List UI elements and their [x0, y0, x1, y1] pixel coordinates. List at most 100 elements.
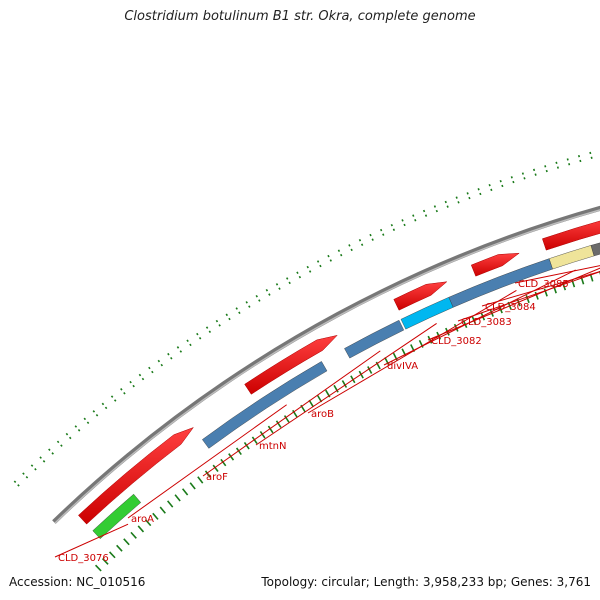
gene-leader-line: [457, 271, 600, 322]
ruler-tick: [379, 227, 385, 236]
inner-tick: [275, 420, 282, 428]
inner-tick: [525, 295, 530, 304]
inner-tick: [267, 425, 274, 434]
ruler-tick: [38, 455, 46, 463]
inner-tick: [189, 482, 196, 490]
ruler-tick: [65, 432, 72, 440]
ruler-tick: [185, 338, 192, 347]
ruler-tick: [285, 276, 291, 285]
backbone-circle: [52, 205, 600, 524]
gene-bar-divIVA: [548, 245, 595, 270]
inner-tick: [534, 291, 539, 300]
inner-tick: [259, 431, 266, 439]
ruler-tick: [255, 294, 261, 302]
ruler-tick: [510, 175, 515, 184]
ruler-tick: [306, 264, 312, 273]
inner-tick: [101, 557, 109, 565]
cds-forward-arrow: [470, 252, 520, 277]
ruler-tick: [588, 150, 593, 159]
ruler-tick: [91, 409, 99, 417]
ruler-tick: [521, 171, 526, 180]
ruler-tick: [119, 387, 126, 395]
inner-tick: [152, 512, 159, 520]
ruler-tick: [128, 380, 135, 388]
gene-label-CLD_3082: CLD_3082: [431, 336, 482, 347]
gene-label-aroF: aroF: [206, 472, 228, 483]
ruler-tick: [411, 213, 417, 222]
inner-tick: [243, 441, 250, 450]
ruler-tick: [157, 358, 164, 367]
inner-tick: [251, 436, 258, 444]
ruler-tick: [532, 167, 537, 176]
inner-tick: [159, 506, 166, 514]
ruler-tick: [455, 195, 460, 204]
inner-tick: [197, 476, 204, 484]
ruler-tick: [368, 232, 374, 241]
inner-tick: [333, 384, 339, 393]
gene-leader-line: [54, 523, 129, 558]
topology-summary: Topology: circular; Length: 3,958,233 bp…: [261, 575, 591, 589]
gene-label-CLD_3083: CLD_3083: [461, 317, 512, 328]
ruler-tick: [73, 424, 81, 432]
ruler-tick: [205, 325, 212, 334]
ruler-tick: [337, 248, 343, 257]
inner-tick: [94, 564, 102, 572]
inner-tick: [108, 551, 116, 559]
ruler-tick: [499, 179, 504, 188]
ruler-tick: [543, 164, 548, 173]
ruler-tick: [215, 319, 221, 327]
inner-tick: [292, 409, 298, 418]
gene-leader-line: [202, 350, 381, 477]
backbone-highlight: [54, 209, 600, 524]
gene-leader-line: [127, 404, 287, 519]
ruler-tick: [82, 416, 90, 425]
gene-leader-line: [307, 289, 517, 414]
ruler-tick: [147, 365, 154, 374]
ruler-tick: [225, 312, 231, 321]
ruler-tick: [433, 204, 438, 213]
inner-tick: [283, 415, 290, 423]
inner-tick: [367, 366, 373, 374]
ruler-tick: [101, 401, 108, 410]
inner-tick: [123, 538, 130, 546]
ruler-tick: [295, 270, 302, 279]
ruler-tick: [195, 332, 202, 340]
ruler-tick: [577, 153, 582, 163]
cds-forward-arrow: [244, 334, 338, 395]
gene-label-CLD_3076: CLD_3076: [58, 553, 109, 564]
gene-leader-line: [481, 271, 600, 307]
ruler-tick: [555, 160, 559, 169]
inner-tick: [182, 488, 189, 496]
ruler-tick: [47, 447, 54, 455]
inner-tick: [220, 458, 227, 467]
ruler-tick: [316, 259, 322, 268]
ruler-tick: [138, 372, 145, 381]
ruler-tick: [244, 300, 251, 308]
ruler-tick: [477, 187, 482, 196]
inner-tick: [204, 470, 211, 478]
ruler-tick: [326, 253, 332, 262]
inner-tick: [341, 380, 348, 388]
ruler-tick: [444, 199, 449, 208]
accession-text: Accession: NC_010516: [9, 575, 146, 589]
ruler-tick: [466, 191, 471, 200]
ruler-tick: [13, 479, 20, 487]
inner-tick: [144, 519, 152, 527]
inner-tick: [130, 531, 137, 539]
map-title: Clostridium botulinum B1 str. Okra, comp…: [124, 9, 476, 24]
inner-tick: [137, 525, 145, 533]
ruler-tick: [422, 208, 428, 217]
gene-bar-aroF: [344, 319, 405, 359]
ruler-tick: [390, 223, 396, 231]
gene-leader-line: [514, 265, 600, 284]
cds-forward-arrow: [393, 281, 448, 311]
ruler-tick: [234, 306, 241, 315]
inner-tick: [174, 494, 181, 502]
ruler-tick: [56, 439, 63, 447]
ruler-tick: [566, 157, 571, 166]
ruler-tick: [30, 463, 37, 471]
gene-label-divIVA: divIVA: [387, 361, 418, 372]
ruler-tick: [21, 471, 29, 479]
cds-forward-arrow: [78, 426, 195, 525]
